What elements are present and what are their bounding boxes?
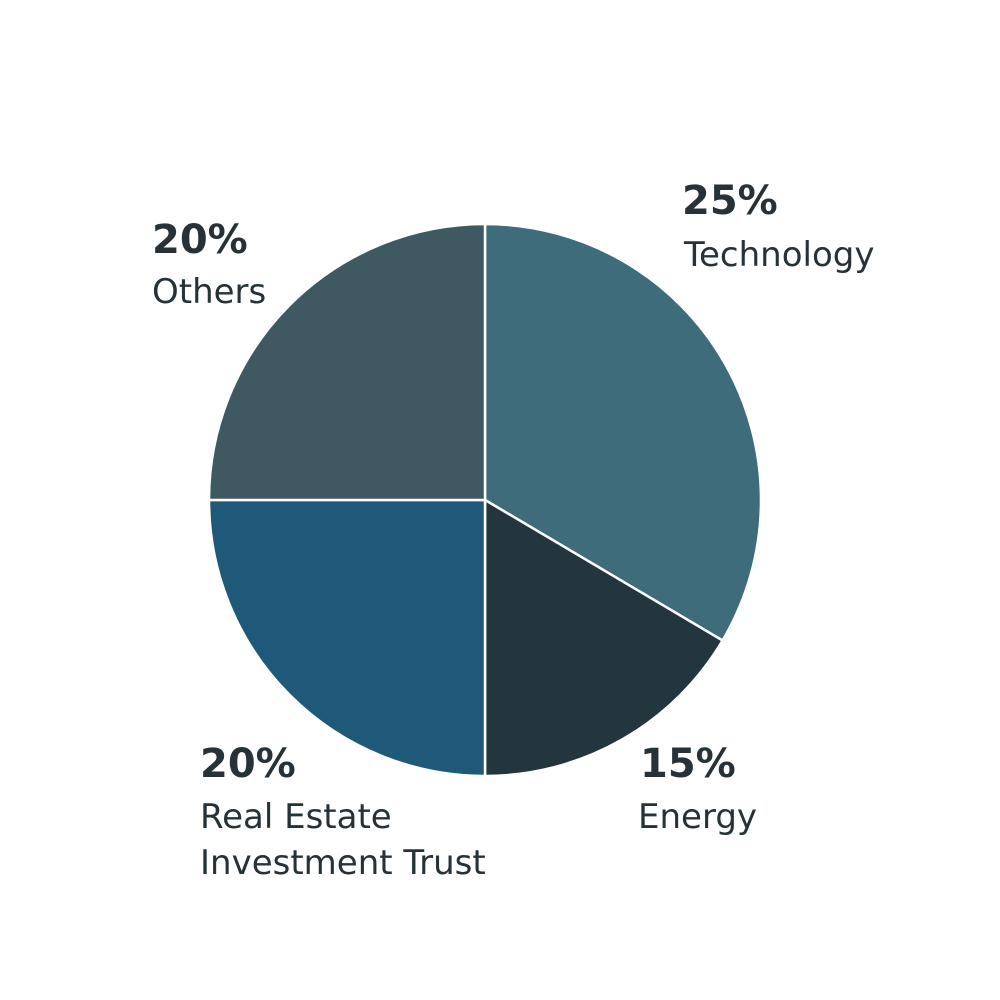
label-energy-name: Energy — [638, 797, 757, 837]
pie-slice-energy — [483, 498, 724, 778]
label-reit-name-line1: Real Estate — [200, 797, 392, 837]
pie-slices — [207, 222, 763, 778]
label-technology-name: Technology — [683, 235, 874, 275]
label-technology-percent: 25% — [682, 178, 778, 224]
pie-slice-others — [207, 222, 487, 502]
pie-slice-technology — [483, 222, 763, 642]
pie-slice-real-estate-investment-trust — [207, 498, 487, 778]
label-others-percent: 20% — [152, 217, 248, 263]
label-reit-name-line2: Investment Trust — [200, 843, 486, 883]
label-energy-percent: 15% — [640, 741, 736, 787]
label-others-name: Others — [152, 272, 266, 312]
label-reit-percent: 20% — [200, 741, 296, 787]
